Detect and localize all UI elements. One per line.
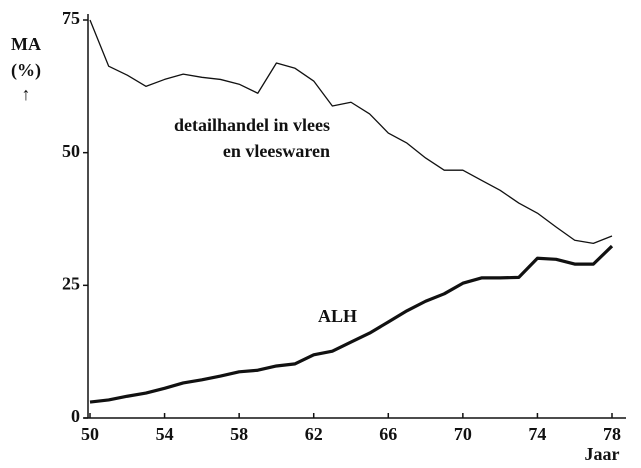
x-tick-label: 74 <box>528 424 546 444</box>
data-line <box>89 19 613 245</box>
annotation: ALH <box>318 306 357 326</box>
y-axis-label: MA <box>11 34 41 54</box>
x-tick-label: 78 <box>603 424 621 444</box>
y-axis-label: (%) <box>11 60 41 81</box>
x-tick-label: 70 <box>454 424 472 444</box>
y-tick-label: 50 <box>62 141 80 161</box>
y-tick-label: 25 <box>62 273 80 293</box>
y-axis-label: ↑ <box>22 84 31 104</box>
x-axis-label: Jaar <box>585 444 620 464</box>
annotation: detailhandel in vlees <box>174 115 330 135</box>
x-tick-label: 66 <box>379 424 397 444</box>
x-tick-label: 58 <box>230 424 248 444</box>
y-tick-label: 0 <box>71 406 80 426</box>
y-tick-label: 75 <box>62 8 80 28</box>
x-tick-label: 50 <box>81 424 99 444</box>
x-tick-label: 54 <box>156 424 174 444</box>
x-tick-label: 62 <box>305 424 323 444</box>
data-line <box>89 244 614 404</box>
annotation: en vleeswaren <box>223 141 330 161</box>
